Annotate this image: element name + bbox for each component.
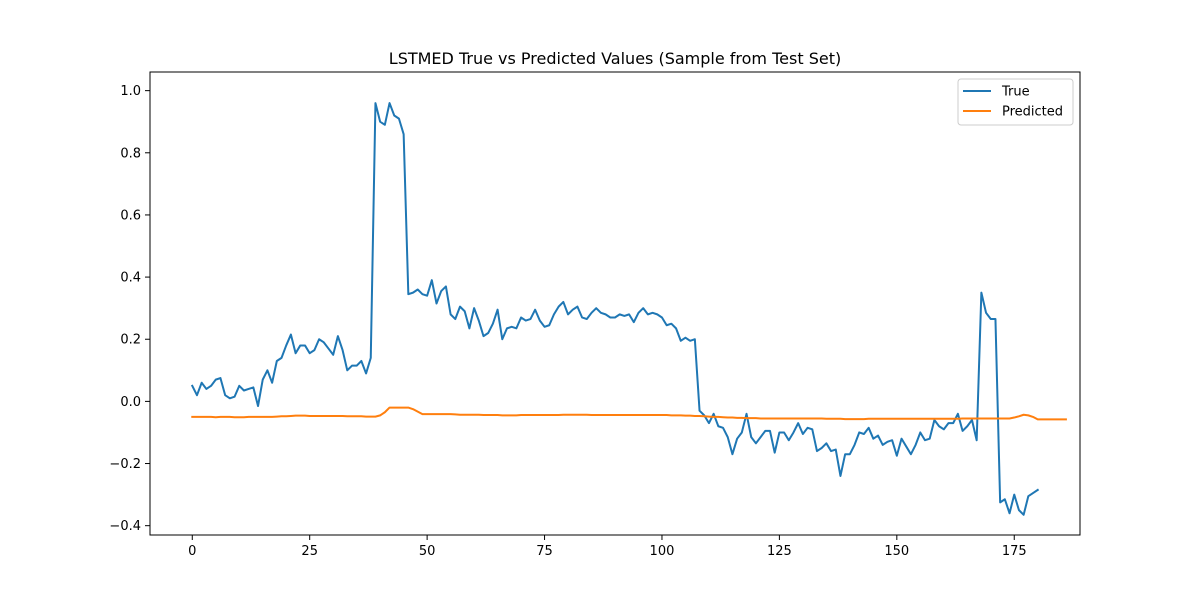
y-tick-label: 1.0 bbox=[120, 84, 141, 99]
x-tick-label: 75 bbox=[536, 544, 553, 559]
chart-title: LSTMED True vs Predicted Values (Sample … bbox=[389, 49, 841, 68]
y-tick-label: 0.0 bbox=[120, 395, 141, 410]
series-line-predicted bbox=[191, 406, 1067, 421]
plot-area: 0 25 50 75 100 125 150 175 −0.4 −0.2 0.0 0.2 0.4 0.6 0… bbox=[109, 71, 1081, 559]
y-tick-label: 0.8 bbox=[120, 146, 141, 161]
x-tick-label: 50 bbox=[419, 544, 436, 559]
x-tick-label: 25 bbox=[301, 544, 318, 559]
y-tick-label: −0.2 bbox=[109, 457, 141, 472]
legend-label-true: True bbox=[1001, 85, 1030, 100]
y-tick-label: 0.2 bbox=[120, 333, 141, 348]
x-tick-label: 125 bbox=[767, 544, 792, 559]
y-tick-label: 0.6 bbox=[120, 208, 141, 223]
x-tick-label: 175 bbox=[1002, 544, 1027, 559]
series-line-true bbox=[190, 102, 1040, 516]
legend: True Predicted bbox=[957, 78, 1074, 126]
y-tick-label: 0.4 bbox=[120, 271, 141, 286]
axes-frame bbox=[149, 71, 1081, 536]
x-tick-label: 0 bbox=[188, 544, 196, 559]
x-tick-label: 100 bbox=[650, 544, 675, 559]
x-tick-label: 150 bbox=[884, 544, 909, 559]
y-tick-label: −0.4 bbox=[109, 519, 141, 534]
legend-label-predicted: Predicted bbox=[1002, 105, 1063, 120]
